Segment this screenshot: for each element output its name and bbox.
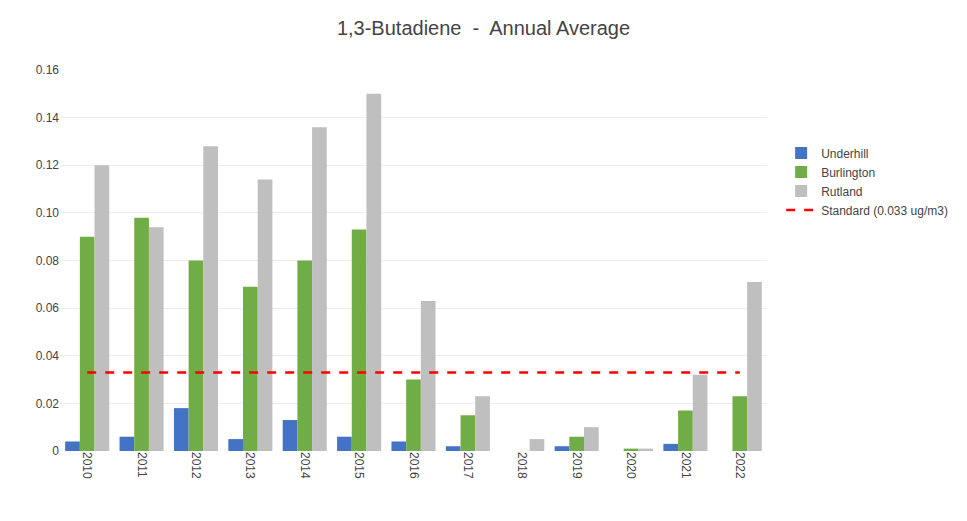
svg-text:2012: 2012 (189, 452, 203, 479)
svg-text:0.06: 0.06 (36, 301, 60, 315)
svg-text:Underhill: Underhill (821, 147, 868, 161)
svg-text:0.08: 0.08 (36, 254, 60, 268)
svg-text:2011: 2011 (135, 452, 149, 478)
svg-text:0.14: 0.14 (36, 111, 60, 125)
svg-text:2020: 2020 (624, 452, 638, 479)
svg-text:2010: 2010 (80, 452, 94, 479)
svg-text:0: 0 (52, 444, 59, 458)
svg-text:0.16: 0.16 (36, 63, 60, 77)
svg-text:0.10: 0.10 (36, 206, 60, 220)
svg-text:Standard (0.033 ug/m3): Standard (0.033 ug/m3) (821, 204, 948, 218)
svg-text:0.04: 0.04 (36, 349, 60, 363)
svg-text:2016: 2016 (407, 452, 421, 479)
svg-text:Rutland: Rutland (821, 185, 862, 199)
svg-text:2018: 2018 (515, 452, 529, 479)
svg-text:2013: 2013 (243, 452, 257, 479)
svg-text:Burlington: Burlington (821, 166, 875, 180)
svg-text:0.02: 0.02 (36, 397, 60, 411)
svg-text:0.12: 0.12 (36, 158, 60, 172)
svg-text:2021: 2021 (679, 452, 693, 479)
svg-text:2019: 2019 (570, 452, 584, 479)
svg-text:2017: 2017 (461, 452, 475, 479)
svg-text:2015: 2015 (352, 452, 366, 479)
svg-text:2014: 2014 (298, 452, 312, 479)
svg-text:2022: 2022 (733, 452, 747, 479)
svg-text:1,3-Butadiene - Annual Avera: 1,3-Butadiene - Annual Average (337, 17, 630, 39)
